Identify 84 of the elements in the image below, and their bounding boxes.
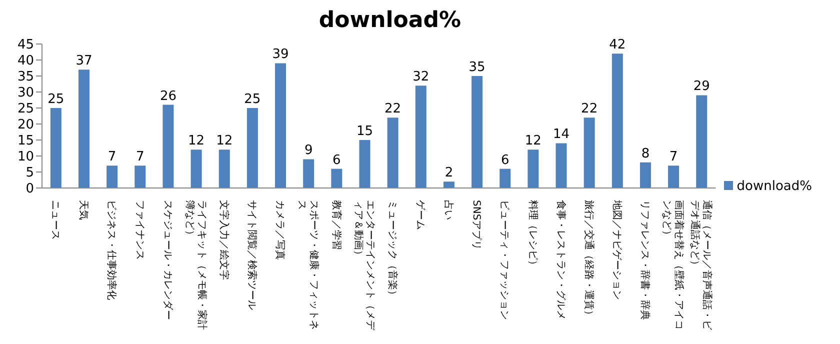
x-tick-label: 旅行／交通（経路・運賃） bbox=[582, 200, 595, 320]
x-tick-label: 天気 bbox=[78, 200, 89, 220]
bar bbox=[359, 140, 370, 188]
x-tick-label: 画面着せ替え（壁紙・アイコンなど） bbox=[661, 200, 686, 330]
x-tick-label: ライフキット（メモ帳・家計簿など） bbox=[184, 200, 208, 330]
data-label: 14 bbox=[552, 127, 570, 142]
bar bbox=[246, 108, 258, 188]
y-tick-label: 30 bbox=[17, 86, 34, 101]
bar bbox=[584, 118, 595, 188]
y-tick-label: 25 bbox=[17, 102, 34, 117]
x-tick-label: 占い bbox=[442, 200, 455, 220]
y-tick-label: 20 bbox=[17, 118, 34, 133]
x-tick-label: 通信（メール／音声通話・ビデオ通話など） bbox=[689, 200, 714, 331]
data-label: 7 bbox=[136, 150, 144, 165]
y-tick-label: 15 bbox=[17, 134, 34, 149]
bar bbox=[78, 70, 90, 188]
data-label: 26 bbox=[160, 88, 176, 104]
data-label: 39 bbox=[272, 47, 289, 62]
data-label: 25 bbox=[244, 92, 261, 107]
x-tick-label: エンターテインメント（メディア＆動画） bbox=[352, 200, 376, 331]
y-tick-label: 0 bbox=[26, 182, 34, 197]
x-tick-label: SNSアプリ bbox=[470, 200, 483, 250]
x-tick-label: ビジネス・仕事効率化 bbox=[106, 200, 118, 300]
bar bbox=[472, 76, 483, 188]
bar bbox=[162, 104, 174, 188]
bar bbox=[556, 143, 567, 188]
data-label: 22 bbox=[384, 102, 402, 117]
x-tick-label: 食事・レストラン・グルメ bbox=[554, 200, 567, 320]
y-tick-label: 35 bbox=[17, 70, 34, 85]
data-label: 37 bbox=[76, 54, 92, 69]
y-tick-label: 5 bbox=[26, 166, 34, 181]
bar bbox=[303, 159, 314, 188]
bar bbox=[387, 118, 398, 188]
bar bbox=[696, 95, 708, 188]
data-label: 12 bbox=[524, 134, 542, 149]
bar bbox=[640, 162, 651, 188]
bar bbox=[668, 166, 680, 188]
data-label: 6 bbox=[500, 152, 510, 168]
data-label: 12 bbox=[188, 134, 205, 149]
data-label: 7 bbox=[108, 150, 116, 165]
data-label: 9 bbox=[304, 143, 313, 158]
y-tick-label: 45 bbox=[17, 38, 34, 53]
data-label: 8 bbox=[641, 146, 650, 162]
data-label: 35 bbox=[468, 60, 486, 75]
x-tick-label: 文字入力／絵文字 bbox=[218, 200, 230, 280]
bar bbox=[134, 166, 146, 188]
legend-label: download% bbox=[736, 178, 812, 194]
data-label: 7 bbox=[669, 150, 678, 165]
bar bbox=[415, 86, 426, 188]
bar bbox=[331, 168, 342, 188]
bar bbox=[190, 150, 202, 188]
x-tick-label: ビューティ・ファッション bbox=[498, 200, 510, 320]
bar bbox=[275, 63, 286, 188]
x-tick-label: 料理（レシピ） bbox=[526, 200, 539, 270]
data-label: 12 bbox=[216, 134, 233, 149]
data-label: 15 bbox=[356, 124, 374, 139]
data-label: 29 bbox=[693, 79, 710, 94]
bar bbox=[106, 166, 118, 188]
x-tick-label: ミュージック（音楽） bbox=[386, 200, 398, 300]
x-tick-label: カメラ／写真 bbox=[274, 200, 286, 260]
y-tick-label: 40 bbox=[17, 54, 34, 69]
x-tick-label: スケジュール・カレンダー bbox=[162, 200, 174, 320]
bar bbox=[500, 168, 511, 188]
y-tick-label: 10 bbox=[17, 150, 34, 165]
data-label: 22 bbox=[581, 102, 598, 117]
x-tick-label: ニュース bbox=[50, 200, 61, 240]
data-label: 42 bbox=[609, 38, 626, 53]
x-tick-label: ゲーム bbox=[414, 200, 426, 230]
data-label: 2 bbox=[444, 166, 454, 181]
data-label: 6 bbox=[332, 152, 341, 168]
data-label: 32 bbox=[412, 70, 430, 85]
bar bbox=[50, 108, 62, 188]
x-tick-label: 教育／学習 bbox=[330, 200, 342, 250]
bar bbox=[443, 182, 454, 188]
chart-title: download% bbox=[318, 8, 462, 34]
bar bbox=[528, 150, 539, 188]
x-tick-label: ファイナンス bbox=[134, 200, 145, 260]
data-label: 25 bbox=[48, 92, 64, 107]
bar bbox=[218, 150, 230, 188]
x-tick-label: リファレンス・辞書・辞典 bbox=[639, 200, 652, 320]
x-tick-label: スポーツ・健康・フィットネス bbox=[296, 200, 320, 330]
x-tick-label: 地図／ナビゲーション bbox=[611, 199, 624, 300]
bar bbox=[612, 54, 623, 188]
x-tick-label: サイト閲覧／検索ツール bbox=[246, 200, 258, 310]
